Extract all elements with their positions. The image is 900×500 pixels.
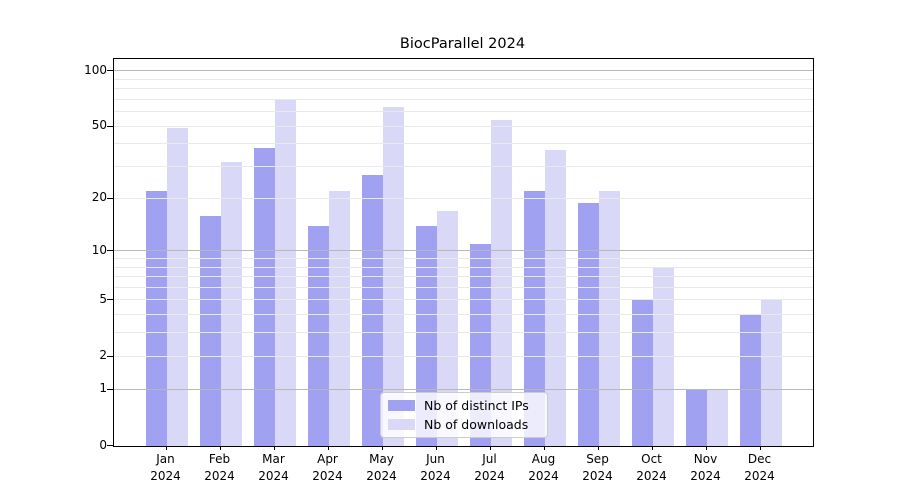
minor-gridline [114,143,813,145]
x-tick-label: Nov 2024 [690,452,721,483]
x-tick-mark [381,446,383,450]
major-gridline [114,388,813,390]
bar-distinct-ips [685,389,707,446]
minor-gridline [114,166,813,167]
x-tick-mark [327,446,329,450]
x-tick-mark [543,446,545,450]
y-tick-label: 20 [91,190,107,205]
y-tick-mark [107,70,113,71]
legend: Nb of distinct IPs Nb of downloads [380,392,548,438]
x-tick-label: Jul 2024 [474,452,505,483]
y-tick-label: 0 [99,437,107,452]
legend-swatch [388,399,415,411]
x-tick-label: Apr 2024 [312,452,343,483]
legend-item: Nb of distinct IPs [388,397,540,414]
bar-distinct-ips [631,300,653,446]
bar-distinct-ips [523,191,545,446]
y-tick-label: 10 [91,242,107,257]
x-tick-label: Mar 2024 [258,452,289,483]
x-tick-mark [759,446,761,450]
x-tick-mark [435,446,437,450]
y-tick-mark [107,299,113,301]
x-tick-mark [597,446,599,450]
bar-downloads [598,191,620,446]
minor-gridline [114,299,813,301]
y-tick-mark [107,445,113,446]
y-tick-mark [107,355,113,357]
x-tick-label: Sep 2024 [582,452,613,483]
bar-distinct-ips [415,226,437,446]
y-tick-label: 100 [84,62,107,77]
bar-distinct-ips [199,215,221,446]
bar-downloads [274,99,296,446]
x-tick-label: May 2024 [366,452,397,483]
legend-label: Nb of downloads [424,417,529,433]
legend-label: Nb of distinct IPs [424,397,529,413]
x-tick-label: Jun 2024 [420,452,451,483]
y-tick-mark [107,388,113,390]
legend-item: Nb of downloads [388,417,540,434]
bar-distinct-ips [145,191,167,446]
x-tick-mark [651,446,653,450]
bar-distinct-ips [577,202,599,446]
y-tick-mark [107,197,113,199]
legend-swatch [388,419,415,431]
minor-gridline [114,332,813,334]
bar-distinct-ips [361,175,383,446]
bar-downloads [220,161,242,446]
y-tick-label: 1 [99,381,107,396]
bar-downloads [652,267,674,446]
minor-gridline [114,125,813,127]
x-tick-label: Jan 2024 [150,452,181,483]
bar-downloads [328,191,350,446]
bar-downloads [760,300,782,446]
major-gridline [114,70,813,71]
bar-distinct-ips [307,226,329,446]
bar-distinct-ips [739,315,761,446]
bar-downloads [436,211,458,446]
y-tick-mark [107,250,113,252]
y-tick-label: 2 [99,348,107,363]
minor-gridline [114,78,813,80]
plot-area: Nb of distinct IPs Nb of downloads [113,58,814,447]
x-tick-mark [219,446,221,450]
bar-downloads [706,389,728,446]
minor-gridline [114,197,813,199]
bar-downloads [544,150,566,446]
minor-gridline [114,266,813,268]
major-gridline [114,250,813,252]
minor-gridline [114,276,813,277]
y-tick-label: 5 [99,291,107,306]
minor-gridline [114,355,813,357]
x-tick-mark [273,446,275,450]
x-tick-label: Oct 2024 [636,452,667,483]
x-tick-label: Feb 2024 [204,452,235,483]
x-tick-mark [705,446,707,450]
minor-gridline [114,98,813,100]
x-tick-mark [489,446,491,450]
minor-gridline [114,88,813,89]
x-tick-mark [165,446,167,450]
bar-distinct-ips [253,148,275,446]
bar-downloads [490,120,512,446]
minor-gridline [114,314,813,316]
chart-title: BiocParallel 2024 [399,36,526,52]
x-tick-label: Aug 2024 [528,452,559,483]
minor-gridline [114,111,813,112]
minor-gridline [114,257,813,259]
x-tick-label: Dec 2024 [744,452,775,483]
minor-gridline [114,286,813,288]
y-tick-label: 50 [91,118,107,132]
y-tick-mark [107,125,113,127]
